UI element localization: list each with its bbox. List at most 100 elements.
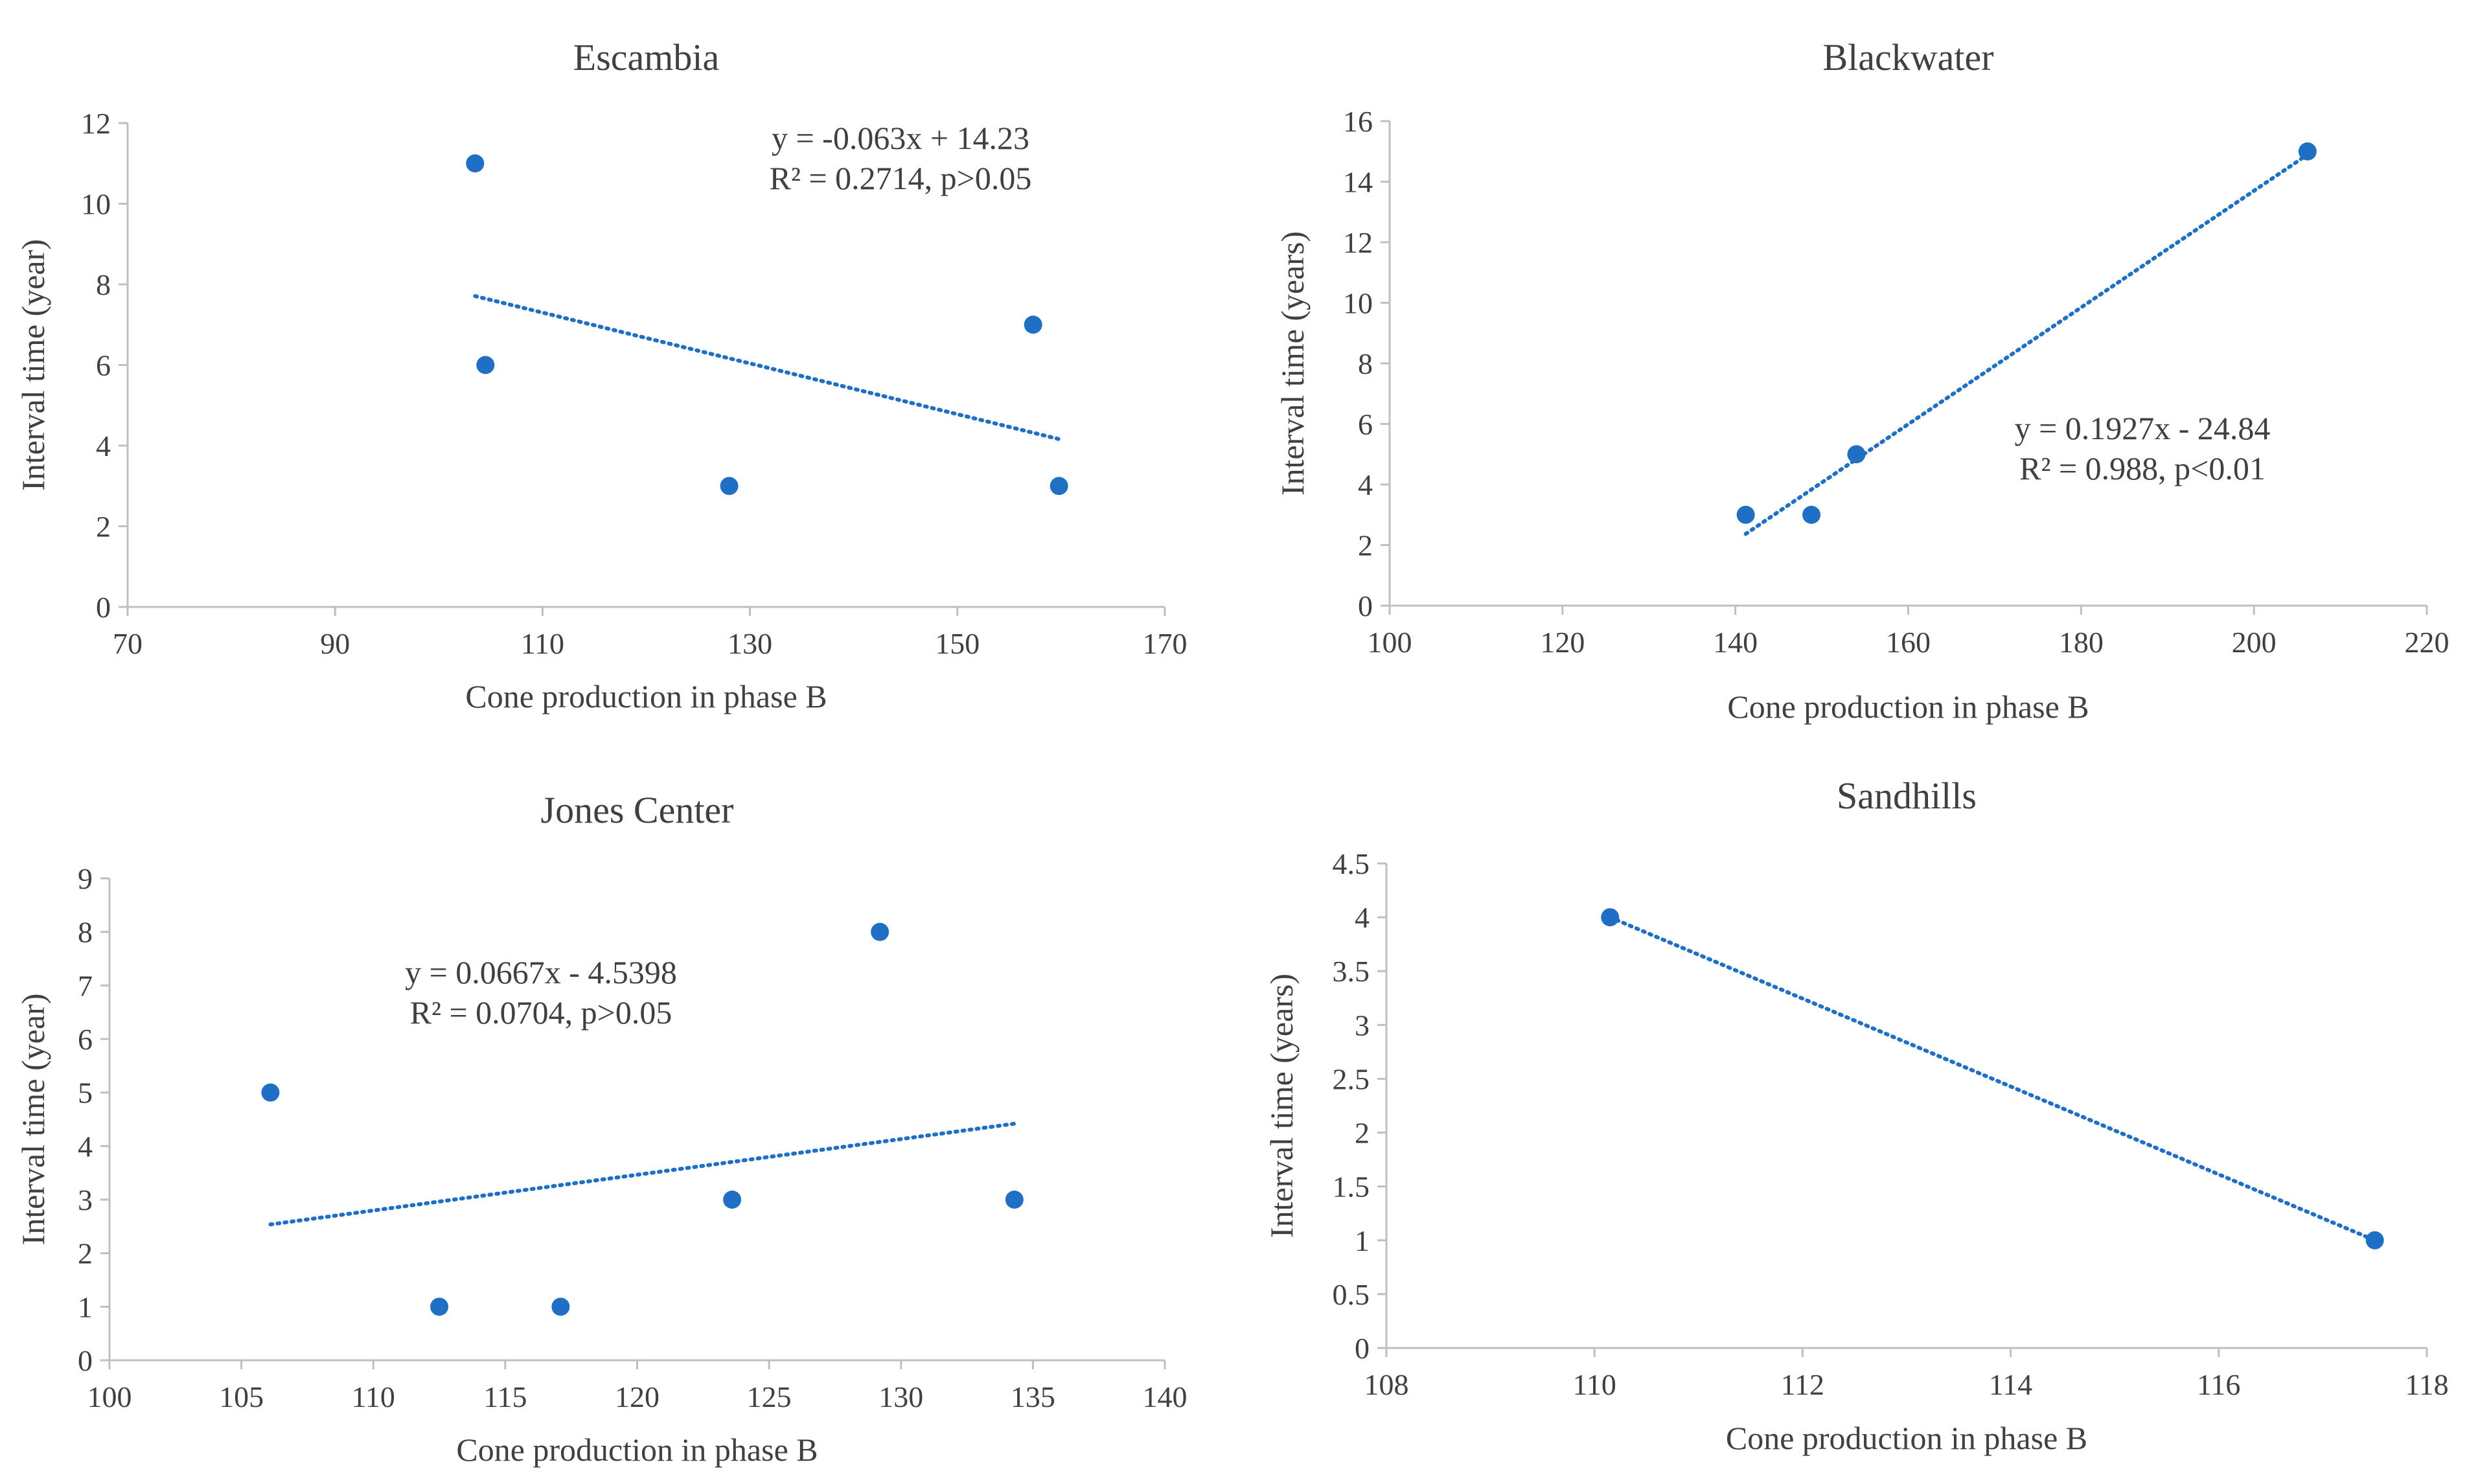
x-tick-label: 130	[728, 627, 772, 660]
data-point	[466, 154, 485, 173]
x-tick-label: 120	[615, 1380, 660, 1413]
y-tick-label: 1	[1355, 1224, 1370, 1257]
y-tick-label: 12	[1343, 226, 1373, 259]
y-tick-label: 1.5	[1333, 1170, 1370, 1204]
trendline	[268, 1121, 1016, 1227]
y-tick-label: 12	[81, 107, 111, 140]
y-tick-label: 8	[78, 916, 93, 949]
y-tick-label: 4.5	[1333, 847, 1370, 880]
y-axis-label: Interval time (year)	[15, 994, 51, 1246]
data-point	[1050, 477, 1068, 496]
y-tick-label: 4	[78, 1130, 93, 1163]
x-tick-label: 100	[87, 1380, 132, 1413]
x-tick-label: 120	[1540, 626, 1585, 659]
data-point	[720, 477, 739, 496]
y-tick-label: 0	[96, 591, 111, 624]
x-tick-label: 200	[2232, 626, 2277, 659]
y-tick-label: 2	[96, 510, 111, 543]
x-tick-label: 115	[483, 1380, 527, 1413]
y-tick-label: 8	[1358, 347, 1373, 380]
x-tick-label: 114	[1989, 1368, 2032, 1401]
regression-r2: R² = 0.988, p<0.01	[2019, 450, 2266, 486]
y-axis-label: Interval time (years)	[1263, 974, 1300, 1238]
x-tick-label: 180	[2059, 626, 2104, 659]
trendline	[473, 294, 1061, 441]
x-tick-label: 140	[1143, 1380, 1188, 1413]
x-tick-label: 112	[1781, 1368, 1824, 1401]
chart-title: Jones Center	[541, 789, 734, 831]
y-tick-label: 6	[78, 1023, 93, 1056]
x-tick-label: 160	[1886, 626, 1931, 659]
y-axis-label: Interval time (years)	[1274, 231, 1311, 496]
chart-jones-center: Jones Center 0 1 2 3 4 5 6 7 8 9 100 105 110 115 120 125…	[15, 789, 1188, 1468]
x-tick-label: 100	[1368, 626, 1412, 659]
y-tick-label: 2	[78, 1237, 93, 1270]
data-point	[1736, 505, 1755, 524]
y-tick-label: 4	[96, 429, 111, 462]
chart-sandhills: Sandhills 0 0.5 1 1.5 2 2.5 3 3.5 4 4.5 108 110 112 11…	[1263, 775, 2449, 1456]
data-point	[2298, 142, 2317, 161]
chart-title: Escambia	[573, 36, 719, 78]
data-point	[1024, 315, 1042, 334]
y-tick-label: 2	[1358, 529, 1373, 562]
y-axis-label: Interval time (year)	[15, 239, 51, 491]
regression-equation: y = 0.0667x - 4.5398	[405, 954, 677, 990]
x-tick-label: 220	[2405, 626, 2450, 659]
x-tick-label: 118	[2405, 1368, 2448, 1401]
y-tick-label: 2.5	[1333, 1062, 1370, 1095]
y-tick-label: 14	[1343, 166, 1373, 199]
data-point	[551, 1297, 570, 1316]
chart-title: Sandhills	[1837, 775, 1977, 817]
data-point	[1601, 908, 1620, 927]
y-tick-label: 0.5	[1333, 1278, 1370, 1311]
y-tick-label: 4	[1355, 901, 1370, 934]
trendline	[1743, 152, 2310, 536]
x-tick-label: 110	[1573, 1368, 1616, 1401]
y-tick-label: 3	[1355, 1009, 1370, 1042]
chart-escambia: Escambia 0 2 4 6 8 10 12 70 90 110 130 150 170 Cone pr…	[15, 36, 1188, 714]
x-tick-label: 150	[935, 627, 980, 660]
data-point	[1005, 1191, 1024, 1209]
x-tick-label: 140	[1713, 626, 1758, 659]
regression-r2: R² = 0.0704, p>0.05	[410, 994, 672, 1031]
chart-title: Blackwater	[1822, 36, 1993, 78]
y-tick-label: 6	[96, 349, 111, 382]
y-tick-label: 3.5	[1333, 955, 1370, 988]
regression-r2: R² = 0.2714, p>0.05	[770, 160, 1032, 196]
x-axis-label: Cone production in phase B	[1726, 1420, 2087, 1456]
regression-equation: y = -0.063x + 14.23	[772, 120, 1029, 156]
x-tick-label: 108	[1364, 1368, 1409, 1401]
y-tick-label: 0	[78, 1344, 93, 1377]
y-tick-label: 3	[78, 1183, 93, 1216]
x-tick-label: 70	[113, 627, 143, 660]
x-tick-label: 90	[320, 627, 350, 660]
y-tick-label: 0	[1355, 1332, 1370, 1365]
x-tick-label: 110	[521, 627, 564, 660]
x-axis-label: Cone production in phase B	[1727, 689, 2089, 725]
data-point	[430, 1297, 449, 1316]
x-tick-label: 130	[878, 1380, 923, 1413]
data-point	[723, 1191, 742, 1209]
y-tick-label: 5	[78, 1077, 93, 1110]
x-tick-label: 105	[219, 1380, 264, 1413]
y-tick-label: 0	[1358, 589, 1373, 622]
x-axis-label: Cone production in phase B	[465, 678, 827, 714]
regression-equation: y = 0.1927x - 24.84	[2015, 410, 2271, 446]
x-tick-label: 170	[1143, 627, 1188, 660]
y-tick-label: 10	[81, 188, 111, 221]
data-point	[1802, 505, 1821, 524]
data-point	[871, 922, 889, 941]
y-tick-label: 16	[1343, 105, 1373, 138]
x-tick-label: 116	[2197, 1368, 2240, 1401]
y-tick-label: 1	[78, 1290, 93, 1323]
x-tick-label: 110	[352, 1380, 395, 1413]
data-point	[476, 356, 495, 374]
x-tick-label: 135	[1011, 1380, 1055, 1413]
x-axis-label: Cone production in phase B	[456, 1432, 818, 1468]
data-point	[2365, 1231, 2384, 1250]
data-point	[261, 1083, 280, 1102]
y-tick-label: 4	[1358, 468, 1373, 501]
y-tick-label: 9	[78, 862, 93, 895]
y-tick-label: 6	[1358, 408, 1373, 441]
